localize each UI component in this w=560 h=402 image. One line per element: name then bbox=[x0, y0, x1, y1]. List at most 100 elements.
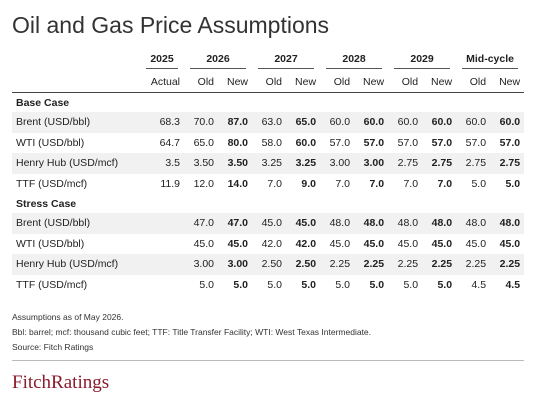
value-cell: 5.0 bbox=[403, 278, 419, 291]
value-cell: 7.0 bbox=[437, 177, 453, 190]
value-cell: 45.0 bbox=[252, 213, 287, 234]
subheader: Actual bbox=[140, 71, 184, 93]
logo: FitchRatings bbox=[12, 372, 110, 393]
value-cell: 42.0 bbox=[295, 237, 317, 250]
value-cell: 57.0 bbox=[499, 136, 521, 149]
value-cell: 2.25 bbox=[490, 254, 525, 275]
value-cell: 2.25 bbox=[422, 254, 457, 275]
row-label: Henry Hub (USD/mcf) bbox=[12, 254, 140, 275]
value-cell: 60.0 bbox=[456, 112, 491, 133]
value-cell: 7.0 bbox=[335, 177, 351, 190]
subheader: New bbox=[354, 71, 389, 93]
value-cell: 2.25 bbox=[320, 254, 355, 275]
value-cell: 2.75 bbox=[456, 153, 491, 174]
value-cell bbox=[140, 234, 184, 255]
year-label: 2025 bbox=[146, 53, 178, 69]
year-label: 2029 bbox=[394, 53, 451, 69]
value-cell: 2.50 bbox=[252, 254, 287, 275]
value-cell: 48.0 bbox=[422, 213, 457, 234]
row-label: Brent (USD/bbl) bbox=[12, 112, 140, 133]
subheader: New bbox=[490, 71, 525, 93]
subheader: Old bbox=[320, 71, 355, 93]
value-cell: 65.0 bbox=[286, 112, 321, 133]
row-label: WTI (USD/bbl) bbox=[16, 136, 85, 149]
value-cell: 60.0 bbox=[490, 112, 525, 133]
value-cell: 48.0 bbox=[354, 213, 389, 234]
value-cell: 3.00 bbox=[184, 254, 218, 275]
value-cell: 7.0 bbox=[267, 177, 283, 190]
value-cell: 5.0 bbox=[301, 278, 317, 291]
data-row: Brent (USD/bbl) 47.0 47.0 45.0 45.0 48.0 48.0 4… bbox=[12, 213, 525, 234]
subheader: New bbox=[286, 71, 321, 93]
year-label: 2026 bbox=[190, 53, 247, 69]
value-cell: 3.25 bbox=[286, 153, 321, 174]
section-name: Base Case bbox=[16, 96, 70, 109]
year-header: 2026 bbox=[184, 50, 252, 71]
section-row: Stress Case bbox=[12, 194, 524, 213]
value-cell: 57.0 bbox=[397, 136, 419, 149]
notes: Assumptions as of May 2026. Bbl: barrel; … bbox=[12, 310, 371, 355]
section-name: Stress Case bbox=[16, 197, 77, 210]
value-cell: 45.0 bbox=[431, 237, 453, 250]
value-cell: 48.0 bbox=[456, 213, 491, 234]
section-row: Base Case bbox=[12, 93, 524, 113]
year-header-row: 2025 2026 2027 2028 2029 Mid-cycle bbox=[12, 50, 524, 71]
value-cell: 4.5 bbox=[505, 278, 521, 291]
value-cell: 2.25 bbox=[354, 254, 389, 275]
note: Assumptions as of May 2026. bbox=[12, 312, 124, 322]
value-cell: 60.0 bbox=[422, 112, 457, 133]
subheader: Old bbox=[456, 71, 491, 93]
value-cell: 48.0 bbox=[320, 213, 355, 234]
value-cell: 63.0 bbox=[252, 112, 287, 133]
value-cell: 5.0 bbox=[505, 177, 521, 190]
value-cell: 12.0 bbox=[193, 177, 214, 190]
data-row: TTF (USD/mcf) 5.0 5.0 5.0 5.0 5.0 5.0 5.0 5.0 4.5… bbox=[12, 275, 524, 296]
data-row: WTI (USD/bbl) 64.7 65.0 80.0 58.0 60.0 57.0 57.… bbox=[12, 133, 524, 154]
value-cell bbox=[140, 275, 184, 296]
value-cell: 45.0 bbox=[363, 237, 385, 250]
header-cell bbox=[12, 50, 140, 71]
subheader: New bbox=[218, 71, 253, 93]
value-cell: 9.0 bbox=[301, 177, 317, 190]
subheader: New bbox=[422, 71, 457, 93]
value-cell: 57.0 bbox=[329, 136, 351, 149]
value-cell: 5.0 bbox=[335, 278, 351, 291]
value-cell: 64.7 bbox=[159, 136, 180, 149]
value-cell: 7.0 bbox=[369, 177, 385, 190]
data-row: WTI (USD/bbl) 45.0 45.0 42.0 42.0 45.0 45.0 45.… bbox=[12, 234, 524, 255]
row-label: TTF (USD/mcf) bbox=[16, 177, 88, 190]
row-label: TTF (USD/mcf) bbox=[16, 278, 88, 291]
value-cell: 5.0 bbox=[267, 278, 283, 291]
value-cell: 68.3 bbox=[140, 112, 184, 133]
value-cell: 4.5 bbox=[471, 278, 487, 291]
subheader: Old bbox=[252, 71, 287, 93]
title: Oil and Gas Price Assumptions bbox=[12, 12, 330, 38]
value-cell: 5.0 bbox=[199, 278, 214, 291]
header-cell bbox=[12, 71, 140, 93]
value-cell: 2.25 bbox=[456, 254, 491, 275]
value-cell: 47.0 bbox=[218, 213, 253, 234]
value-cell: 3.50 bbox=[184, 153, 218, 174]
year-header: 2025 bbox=[140, 50, 184, 71]
value-cell: 65.0 bbox=[193, 136, 214, 149]
value-cell: 60.0 bbox=[354, 112, 389, 133]
value-cell: 7.0 bbox=[403, 177, 419, 190]
value-cell: 45.0 bbox=[193, 237, 214, 250]
value-cell: 45.0 bbox=[465, 237, 487, 250]
value-cell: 57.0 bbox=[465, 136, 487, 149]
value-cell: 3.50 bbox=[218, 153, 253, 174]
divider bbox=[12, 360, 524, 361]
value-cell: 80.0 bbox=[227, 136, 249, 149]
value-cell: 5.0 bbox=[471, 177, 487, 190]
value-cell: 2.50 bbox=[286, 254, 321, 275]
row-label: Henry Hub (USD/mcf) bbox=[12, 153, 140, 174]
value-cell: 48.0 bbox=[388, 213, 423, 234]
value-cell: 60.0 bbox=[295, 136, 317, 149]
row-label: WTI (USD/bbl) bbox=[16, 237, 85, 250]
year-header: Mid-cycle bbox=[456, 50, 524, 71]
value-cell: 87.0 bbox=[218, 112, 253, 133]
value-cell: 57.0 bbox=[363, 136, 385, 149]
value-cell: 60.0 bbox=[320, 112, 355, 133]
value-cell: 45.0 bbox=[286, 213, 321, 234]
year-header: 2028 bbox=[320, 50, 388, 71]
